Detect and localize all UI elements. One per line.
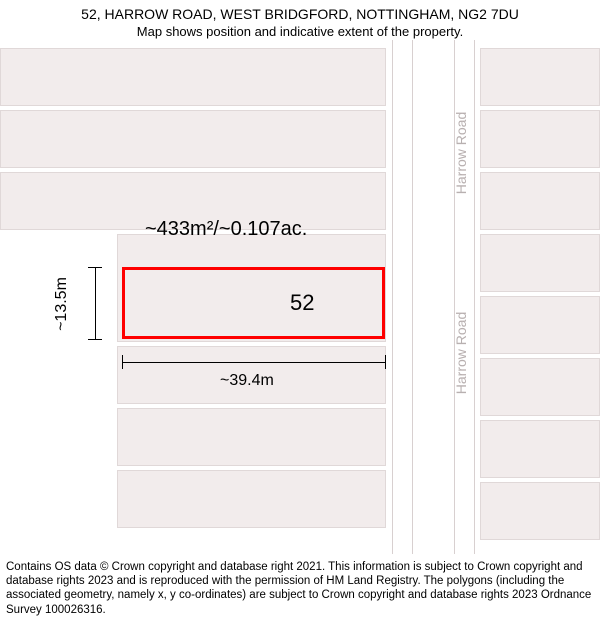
parcel-right-0 bbox=[480, 48, 600, 106]
page-subtitle: Map shows position and indicative extent… bbox=[0, 24, 600, 39]
parcel-right-4 bbox=[480, 296, 600, 354]
parcel-left-0 bbox=[0, 48, 386, 106]
property-highlight bbox=[122, 267, 385, 339]
road-edge-inner-left bbox=[412, 40, 413, 560]
dim-width-line bbox=[122, 362, 385, 363]
parcel-right-2 bbox=[480, 172, 600, 230]
parcel-left-6 bbox=[117, 470, 386, 528]
parcel-right-6 bbox=[480, 420, 600, 478]
parcel-right-5 bbox=[480, 358, 600, 416]
dim-width-label: ~39.4m bbox=[220, 372, 274, 390]
parcel-right-1 bbox=[480, 110, 600, 168]
dim-width-tick-right bbox=[385, 355, 386, 369]
footer-copyright: Contains OS data © Crown copyright and d… bbox=[0, 554, 600, 625]
plot-number: 52 bbox=[290, 290, 314, 316]
page-title: 52, HARROW ROAD, WEST BRIDGFORD, NOTTING… bbox=[0, 6, 600, 22]
road-edge-outer-left bbox=[392, 40, 393, 560]
dim-width-tick-left bbox=[122, 355, 123, 369]
parcel-left-1 bbox=[0, 110, 386, 168]
road-edge-outer-right bbox=[474, 40, 475, 560]
dim-height-line bbox=[95, 267, 96, 339]
dim-height-tick-top bbox=[88, 267, 102, 268]
parcel-right-7 bbox=[480, 482, 600, 540]
map-canvas: Harrow Road Harrow Road 52 ~433m²/~0.107… bbox=[0, 0, 600, 555]
road-label-2: Harrow Road bbox=[453, 312, 469, 394]
area-label: ~433m²/~0.107ac. bbox=[145, 218, 307, 241]
parcel-left-5 bbox=[117, 408, 386, 466]
road-label-1: Harrow Road bbox=[453, 112, 469, 194]
header: 52, HARROW ROAD, WEST BRIDGFORD, NOTTING… bbox=[0, 6, 600, 39]
parcel-right-3 bbox=[480, 234, 600, 292]
dim-height-tick-bot bbox=[88, 339, 102, 340]
dim-height-label: ~13.5m bbox=[53, 277, 71, 331]
